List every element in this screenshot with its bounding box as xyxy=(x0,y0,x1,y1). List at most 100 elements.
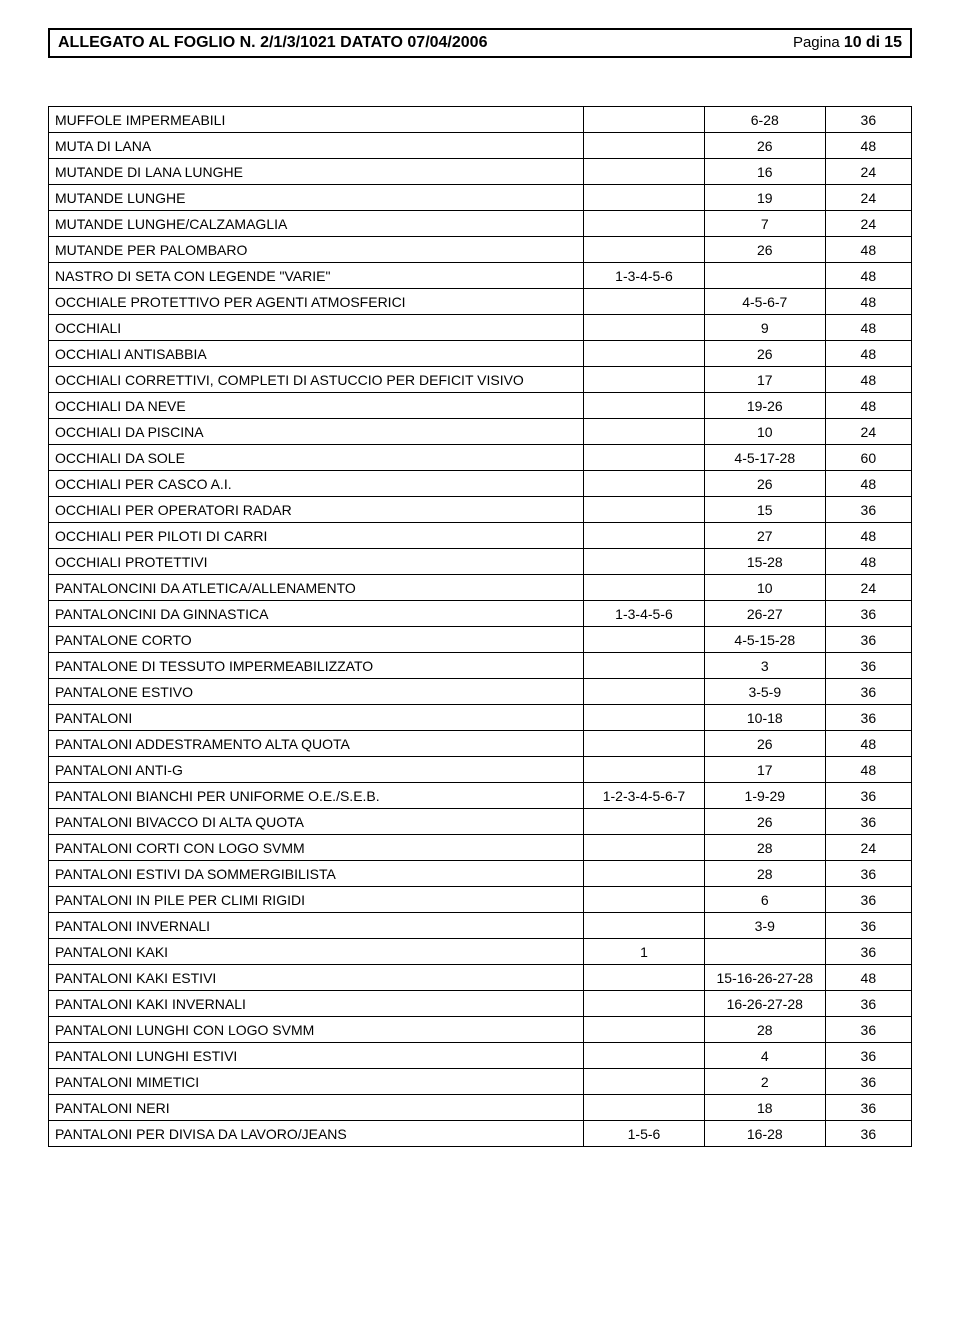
table-row: PANTALONI ESTIVI DA SOMMERGIBILISTA2836 xyxy=(49,861,912,887)
item-col2: 26-27 xyxy=(704,601,825,627)
item-col1 xyxy=(584,211,705,237)
item-col2: 4-5-17-28 xyxy=(704,445,825,471)
table-row: PANTALONCINI DA ATLETICA/ALLENAMENTO1024 xyxy=(49,575,912,601)
item-name: MUTA DI LANA xyxy=(49,133,584,159)
item-col2: 17 xyxy=(704,757,825,783)
table-row: PANTALONI NERI 1836 xyxy=(49,1095,912,1121)
item-col2: 26 xyxy=(704,809,825,835)
item-name: OCCHIALI DA PISCINA xyxy=(49,419,584,445)
item-col3: 36 xyxy=(825,991,911,1017)
table-row: PANTALONI BIVACCO DI ALTA QUOTA2636 xyxy=(49,809,912,835)
page-header: ALLEGATO AL FOGLIO N. 2/1/3/1021 DATATO … xyxy=(48,28,912,58)
item-col2: 4-5-6-7 xyxy=(704,289,825,315)
item-col3: 48 xyxy=(825,237,911,263)
item-name: MUTANDE DI LANA LUNGHE xyxy=(49,159,584,185)
table-row: OCCHIALI PER PILOTI DI CARRI2748 xyxy=(49,523,912,549)
item-col1 xyxy=(584,445,705,471)
table-row: PANTALONCINI DA GINNASTICA1-3-4-5-626-27… xyxy=(49,601,912,627)
item-name: NASTRO DI SETA CON LEGENDE "VARIE" xyxy=(49,263,584,289)
item-col1 xyxy=(584,107,705,133)
item-col2: 16-28 xyxy=(704,1121,825,1147)
item-name: OCCHIALI PER CASCO A.I. xyxy=(49,471,584,497)
item-name: PANTALONI BIVACCO DI ALTA QUOTA xyxy=(49,809,584,835)
item-col2: 18 xyxy=(704,1095,825,1121)
item-name: PANTALONE ESTIVO xyxy=(49,679,584,705)
item-name: PANTALONI ADDESTRAMENTO ALTA QUOTA xyxy=(49,731,584,757)
item-col2: 1-9-29 xyxy=(704,783,825,809)
item-name: PANTALONI LUNGHI ESTIVI xyxy=(49,1043,584,1069)
item-col1 xyxy=(584,185,705,211)
item-name: PANTALONE CORTO xyxy=(49,627,584,653)
item-col1: 1 xyxy=(584,939,705,965)
item-col1 xyxy=(584,731,705,757)
table-row: OCCHIALI DA PISCINA1024 xyxy=(49,419,912,445)
table-row: NASTRO DI SETA CON LEGENDE "VARIE"1-3-4-… xyxy=(49,263,912,289)
page-label: Pagina xyxy=(793,34,840,51)
item-col1 xyxy=(584,627,705,653)
item-col1: 1-2-3-4-5-6-7 xyxy=(584,783,705,809)
item-name: MUTANDE LUNGHE/CALZAMAGLIA xyxy=(49,211,584,237)
table-row: PANTALONI MIMETICI236 xyxy=(49,1069,912,1095)
table-row: PANTALONE ESTIVO3-5-936 xyxy=(49,679,912,705)
item-col2: 15 xyxy=(704,497,825,523)
item-name: PANTALONI NERI xyxy=(49,1095,584,1121)
item-col3: 36 xyxy=(825,913,911,939)
item-col1 xyxy=(584,419,705,445)
table-row: OCCHIALI DA NEVE19-2648 xyxy=(49,393,912,419)
item-col3: 48 xyxy=(825,367,911,393)
table-row: PANTALONI ANTI-G1748 xyxy=(49,757,912,783)
page-number: 10 xyxy=(844,34,862,51)
item-col1 xyxy=(584,653,705,679)
item-name: MUTANDE PER PALOMBARO xyxy=(49,237,584,263)
item-col1 xyxy=(584,861,705,887)
item-col3: 48 xyxy=(825,263,911,289)
table-row: MUTA DI LANA2648 xyxy=(49,133,912,159)
table-row: PANTALONE DI TESSUTO IMPERMEABILIZZATO33… xyxy=(49,653,912,679)
item-col3: 36 xyxy=(825,1095,911,1121)
item-col1 xyxy=(584,575,705,601)
item-col2: 4-5-15-28 xyxy=(704,627,825,653)
item-col3: 60 xyxy=(825,445,911,471)
table-row: PANTALONI LUNGHI ESTIVI436 xyxy=(49,1043,912,1069)
item-name: MUFFOLE IMPERMEABILI xyxy=(49,107,584,133)
item-col1 xyxy=(584,237,705,263)
table-row: OCCHIALI PROTETTIVI15-2848 xyxy=(49,549,912,575)
item-col1 xyxy=(584,1095,705,1121)
item-col3: 36 xyxy=(825,861,911,887)
item-col3: 48 xyxy=(825,341,911,367)
item-col3: 36 xyxy=(825,887,911,913)
item-col2: 2 xyxy=(704,1069,825,1095)
table-row: OCCHIALI DA SOLE4-5-17-2860 xyxy=(49,445,912,471)
item-col2: 3 xyxy=(704,653,825,679)
item-col3: 48 xyxy=(825,549,911,575)
item-col1: 1-3-4-5-6 xyxy=(584,601,705,627)
item-col3: 24 xyxy=(825,419,911,445)
item-name: PANTALONI INVERNALI xyxy=(49,913,584,939)
item-col3: 36 xyxy=(825,1043,911,1069)
table-row: MUFFOLE IMPERMEABILI6-2836 xyxy=(49,107,912,133)
item-col1 xyxy=(584,523,705,549)
item-col3: 36 xyxy=(825,679,911,705)
item-col1 xyxy=(584,887,705,913)
item-col2: 9 xyxy=(704,315,825,341)
table-row: PANTALONI KAKI136 xyxy=(49,939,912,965)
table-row: PANTALONI CORTI CON LOGO SVMM2824 xyxy=(49,835,912,861)
table-row: MUTANDE DI LANA LUNGHE1624 xyxy=(49,159,912,185)
item-name: MUTANDE LUNGHE xyxy=(49,185,584,211)
item-col2: 27 xyxy=(704,523,825,549)
table-row: PANTALONE CORTO4-5-15-2836 xyxy=(49,627,912,653)
item-name: PANTALONI xyxy=(49,705,584,731)
item-col3: 24 xyxy=(825,575,911,601)
item-col1 xyxy=(584,159,705,185)
item-col3: 36 xyxy=(825,1121,911,1147)
item-col2: 19 xyxy=(704,185,825,211)
item-col3: 36 xyxy=(825,497,911,523)
header-page: Pagina 10 di 15 xyxy=(793,34,902,52)
item-col2: 26 xyxy=(704,133,825,159)
item-name: PANTALONI BIANCHI PER UNIFORME O.E./S.E.… xyxy=(49,783,584,809)
item-name: PANTALONI LUNGHI CON LOGO SVMM xyxy=(49,1017,584,1043)
item-col1 xyxy=(584,705,705,731)
item-col1 xyxy=(584,1069,705,1095)
item-col2: 26 xyxy=(704,731,825,757)
item-col1 xyxy=(584,497,705,523)
